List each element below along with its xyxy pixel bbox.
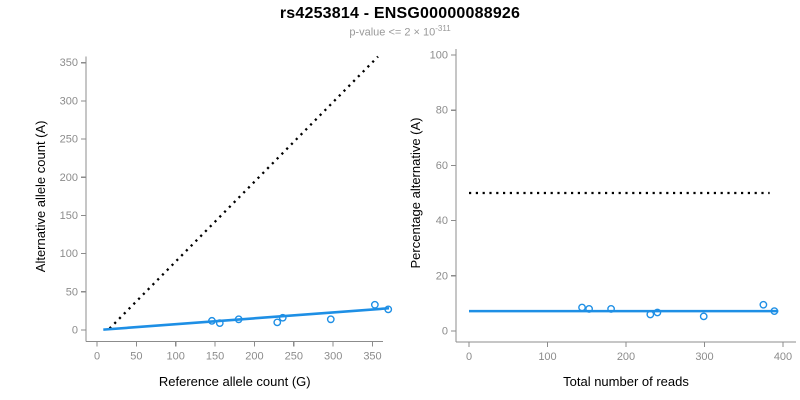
identity-line bbox=[108, 55, 379, 330]
x-axis-label: Reference allele count (G) bbox=[159, 374, 311, 389]
x-tick-label: 300 bbox=[695, 351, 713, 363]
y-axis-label: Alternative allele count (A) bbox=[33, 120, 48, 272]
x-tick-label: 300 bbox=[324, 351, 342, 363]
panel-allele-counts: 0 50 100 150 200 250 300 350 0 50 100 150 200 250 300 3… bbox=[33, 55, 393, 389]
y-tick-label: 80 bbox=[436, 105, 448, 117]
data-point bbox=[770, 307, 779, 316]
x-tick-label: 250 bbox=[285, 351, 303, 363]
panel-percentage: 0 100 200 300 400 0 20 40 60 80 100 Total number of… bbox=[408, 49, 796, 389]
x-tick-label: 200 bbox=[245, 351, 263, 363]
data-point bbox=[578, 303, 586, 312]
y-tick-label: 20 bbox=[436, 270, 448, 282]
y-tick-label: 100 bbox=[60, 248, 78, 260]
y-tick-label: 40 bbox=[436, 215, 448, 227]
y-axis-label: Percentage alternative (A) bbox=[408, 117, 423, 268]
figure-title: rs4253814 - ENSG00000088926 bbox=[279, 5, 521, 22]
y-tick-label: 300 bbox=[60, 95, 78, 107]
x-tick-label: 100 bbox=[538, 351, 556, 363]
data-point bbox=[234, 315, 243, 324]
y-tick-label: 350 bbox=[60, 57, 78, 69]
data-point bbox=[278, 313, 287, 322]
data-point bbox=[607, 305, 615, 313]
y-tick-label: 0 bbox=[72, 325, 78, 337]
x-tick-label: 100 bbox=[167, 351, 185, 363]
x-tick-label: 200 bbox=[617, 351, 635, 363]
figure-subtitle: p-value <= 2 × 10-311 bbox=[0, 24, 800, 39]
subtitle-exponent: -311 bbox=[435, 24, 451, 33]
data-point bbox=[759, 300, 768, 309]
y-tick-label: 200 bbox=[60, 172, 78, 184]
data-point bbox=[273, 318, 282, 327]
data-point bbox=[585, 305, 594, 313]
y-tick-label: 100 bbox=[430, 50, 448, 62]
data-point bbox=[208, 316, 216, 325]
y-tick-label: 50 bbox=[66, 286, 78, 298]
data-point bbox=[646, 310, 655, 319]
x-tick-label: 0 bbox=[466, 351, 472, 363]
data-point bbox=[326, 315, 335, 324]
y-tick-label: 60 bbox=[436, 160, 448, 172]
fit-line bbox=[103, 306, 390, 331]
data-point bbox=[699, 312, 708, 321]
y-tick-label: 0 bbox=[442, 326, 448, 338]
y-tick-label: 250 bbox=[60, 134, 78, 146]
data-point bbox=[384, 305, 393, 314]
x-tick-label: 350 bbox=[363, 351, 381, 363]
x-tick-label: 400 bbox=[774, 351, 792, 363]
data-point bbox=[370, 300, 379, 309]
x-axis-label: Total number of reads bbox=[563, 374, 689, 389]
data-point bbox=[215, 319, 224, 328]
subtitle-text: p-value <= 2 × 10 bbox=[349, 26, 436, 39]
y-tick-label: 150 bbox=[60, 210, 78, 222]
x-tick-label: 0 bbox=[94, 351, 100, 363]
x-tick-label: 50 bbox=[130, 351, 142, 363]
x-tick-label: 150 bbox=[206, 351, 224, 363]
data-point bbox=[653, 308, 662, 317]
